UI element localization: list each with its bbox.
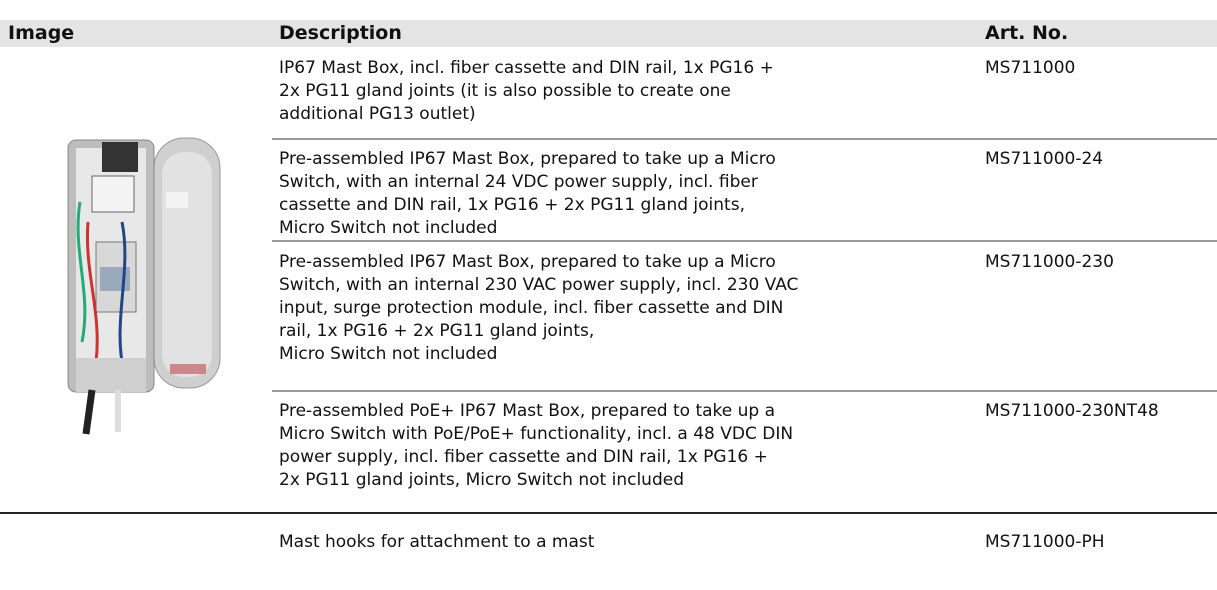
column-header: Description xyxy=(279,22,402,44)
description-line: Micro Switch not included xyxy=(279,343,498,364)
description-line: input, surge protection module, incl. fi… xyxy=(279,297,784,318)
art-number: MS711000-230NT48 xyxy=(985,400,1159,421)
description-line: Pre-assembled PoE+ IP67 Mast Box, prepar… xyxy=(279,400,776,421)
row-divider xyxy=(0,512,1217,514)
row-divider xyxy=(272,390,1217,392)
art-number: MS711000-230 xyxy=(985,251,1114,272)
description-line: 2x PG11 gland joints, Micro Switch not i… xyxy=(279,469,684,490)
product-image xyxy=(67,137,221,435)
row-divider xyxy=(272,138,1217,140)
description-line: Mast hooks for attachment to a mast xyxy=(279,531,595,552)
description-line: Pre-assembled IP67 Mast Box, prepared to… xyxy=(279,148,776,169)
description-line: Switch, with an internal 24 VDC power su… xyxy=(279,171,758,192)
description-line: rail, 1x PG16 + 2x PG11 gland joints, xyxy=(279,320,595,341)
art-number: MS711000 xyxy=(985,57,1076,78)
column-header: Art. No. xyxy=(985,22,1069,44)
description-line: Switch, with an internal 230 VAC power s… xyxy=(279,274,799,295)
description-line: cassette and DIN rail, 1x PG16 + 2x PG11… xyxy=(279,194,745,215)
column-header: Image xyxy=(8,22,75,44)
description-line: power supply, incl. fiber cassette and D… xyxy=(279,446,768,467)
description-line: additional PG13 outlet) xyxy=(279,103,476,124)
description-line: Pre-assembled IP67 Mast Box, prepared to… xyxy=(279,251,776,272)
description-line: Micro Switch not included xyxy=(279,217,498,238)
description-line: 2x PG11 gland joints (it is also possibl… xyxy=(279,80,731,101)
header-bar xyxy=(0,20,1217,47)
description-line: IP67 Mast Box, incl. fiber cassette and … xyxy=(279,57,774,78)
art-number: MS711000-PH xyxy=(985,531,1105,552)
description-line: Micro Switch with PoE/PoE+ functionality… xyxy=(279,423,794,444)
row-divider xyxy=(272,240,1217,242)
art-number: MS711000-24 xyxy=(985,148,1104,169)
